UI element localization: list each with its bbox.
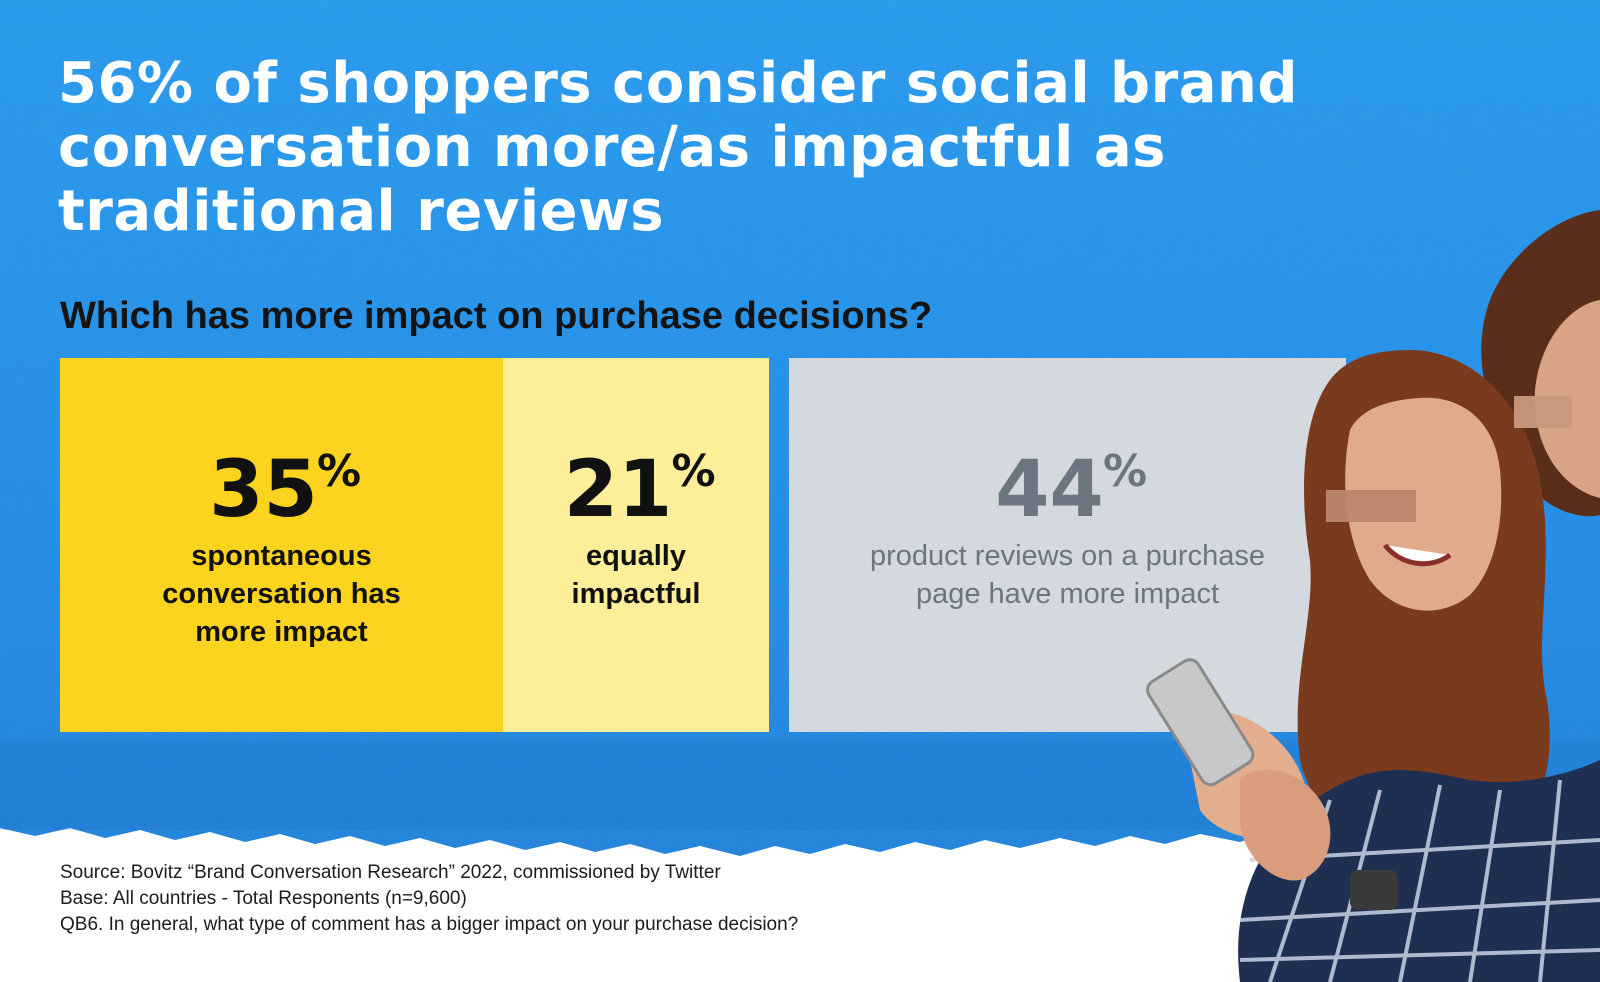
source-citation: Source: Bovitz “Brand Conversation Resea… [60,862,721,883]
category-label-spontaneous: conversation has [162,578,401,610]
source-question: QB6. In general, what type of comment ha… [60,914,799,935]
category-label-spontaneous: more impact [195,616,368,648]
chart-subtitle: Which has more impact on purchase decisi… [60,295,933,337]
category-label-equally: equally [586,540,686,572]
category-label-spontaneous: spontaneous [191,540,371,572]
bar-reviews [789,358,1346,732]
bar-equally [503,358,769,732]
value-label-reviews: 44 [995,445,1104,535]
value-label-spontaneous: 35 [209,445,318,535]
value-label-equally: 21 [564,445,673,535]
bar-segment-group-reviews: 44 % product reviews on a purchase page hav… [789,358,1346,732]
headline: 56% of shoppers consider social brand co… [58,51,1298,244]
source-notes: Source: Bovitz “Brand Conversation Resea… [60,860,798,938]
category-label-reviews: product reviews on a purchase [870,540,1265,572]
bar-segment-group-spontaneous: 35 % spontaneous conversation has more impac… [60,358,503,732]
category-label-reviews: page have more impact [916,578,1219,610]
bar-spontaneous [60,358,503,732]
value-suffix-equally: % [671,446,715,497]
category-label-equally: impactful [572,578,701,610]
value-suffix-reviews: % [1103,446,1147,497]
source-base: Base: All countries - Total Responents (… [60,888,467,909]
value-suffix-spontaneous: % [317,446,361,497]
bar-segment-group-equally: 21 % equally impactful [503,358,769,732]
